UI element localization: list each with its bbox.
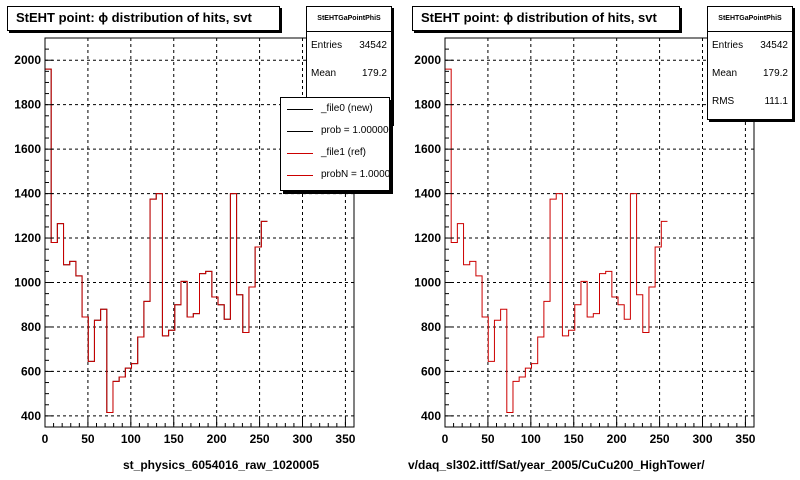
y-tick-label-5: 1400 (14, 187, 41, 201)
x-tick-label-7: 350 (335, 432, 355, 446)
left-legend: _file0 (new) prob = 1.000000 _file1 (ref… (280, 97, 390, 191)
y-tick-label-2: 800 (421, 320, 441, 334)
left-chart-title: StEHT point: ϕ distribution of hits, svt (7, 6, 280, 31)
x-tick-label-3: 150 (564, 432, 584, 446)
right-stats-mean: Mean 179.2 (708, 60, 792, 88)
legend-line-file1 (287, 153, 313, 154)
y-tick-label-1: 600 (21, 364, 41, 378)
y-tick-label-7: 1800 (14, 98, 41, 112)
right-rms-label: RMS (712, 96, 735, 107)
x-tick-label-0: 0 (442, 432, 449, 446)
legend-entry-probn: probN = 1.000000 (281, 164, 389, 186)
y-tick-label-4: 1200 (414, 231, 441, 245)
right-footer-path: v/daq_sl302.ittf/Sat/year_2005/CuCu200_H… (408, 458, 705, 472)
legend-entry-file0: _file0 (new) (281, 98, 389, 120)
x-tick-label-6: 300 (292, 432, 312, 446)
left-entries-label: Entries (311, 40, 343, 51)
left-stats-entries: Entries 34542 (307, 32, 391, 60)
right-chart-title: StEHT point: ϕ distribution of hits, svt (412, 6, 680, 31)
x-tick-label-1: 50 (481, 432, 495, 446)
y-tick-label-3: 1000 (14, 276, 41, 290)
series-0-histogram (444, 68, 668, 427)
x-tick-label-7: 350 (735, 432, 755, 446)
right-stats-box: StEHTGaPointPhiS Entries 34542 Mean 179.… (707, 6, 793, 120)
left-mean-value: 179.2 (361, 68, 387, 79)
x-tick-label-5: 250 (250, 432, 270, 446)
y-tick-label-0: 400 (21, 409, 41, 423)
y-tick-label-4: 1200 (14, 231, 41, 245)
right-stats-entries: Entries 34542 (708, 32, 792, 60)
x-tick-label-3: 150 (164, 432, 184, 446)
series-1-histogram (44, 68, 268, 427)
series-0-histogram (44, 68, 268, 427)
right-mean-value: 179.2 (762, 68, 788, 79)
left-mean-label: Mean (311, 68, 337, 79)
y-tick-label-5: 1400 (414, 187, 441, 201)
right-stats-rms: RMS 111.1 (708, 88, 792, 116)
legend-label-file1: _file1 (ref) (321, 147, 367, 158)
y-tick-label-8: 2000 (414, 53, 441, 67)
left-plot: 0 50 100 150 200 250 300 350 400 600 800 1000 1200 14… (14, 37, 356, 446)
legend-entry-file1: _file1 (ref) (281, 142, 389, 164)
x-tick-label-2: 100 (521, 432, 541, 446)
legend-line-probn (287, 175, 313, 176)
legend-line-file0 (287, 109, 313, 110)
y-tick-label-8: 2000 (14, 53, 41, 67)
x-tick-label-5: 250 (650, 432, 670, 446)
x-tick-label-4: 200 (207, 432, 227, 446)
right-entries-value: 34542 (760, 40, 788, 51)
y-tick-label-2: 800 (21, 320, 41, 334)
right-stats-name: StEHTGaPointPhiS (708, 7, 792, 32)
x-tick-label-1: 50 (81, 432, 95, 446)
y-tick-label-1: 600 (421, 364, 441, 378)
y-tick-label-0: 400 (421, 409, 441, 423)
left-entries-value: 34542 (359, 40, 387, 51)
left-footer-filename: st_physics_6054016_raw_1020005 (123, 458, 320, 472)
legend-label-file0: _file0 (new) (321, 103, 373, 114)
right-rms-value: 111.1 (764, 96, 788, 107)
x-tick-label-4: 200 (607, 432, 627, 446)
right-plot: 0 50 100 150 200 250 300 350 400 600 800 1000 1200 14… (414, 37, 756, 446)
legend-line-prob (287, 131, 313, 132)
right-mean-label: Mean (712, 68, 738, 79)
x-tick-label-2: 100 (121, 432, 141, 446)
legend-label-probn: probN = 1.000000 (321, 169, 390, 180)
x-tick-label-6: 300 (692, 432, 712, 446)
y-tick-label-7: 1800 (414, 98, 441, 112)
legend-entry-prob: prob = 1.000000 (281, 120, 389, 142)
y-tick-label-6: 1600 (414, 142, 441, 156)
left-stats-mean: Mean 179.2 (307, 60, 391, 88)
y-tick-label-3: 1000 (414, 276, 441, 290)
right-entries-label: Entries (712, 40, 744, 51)
legend-label-prob: prob = 1.000000 (321, 125, 390, 136)
y-tick-label-6: 1600 (14, 142, 41, 156)
left-stats-name: StEHTGaPointPhiS (307, 7, 391, 32)
x-tick-label-0: 0 (42, 432, 49, 446)
